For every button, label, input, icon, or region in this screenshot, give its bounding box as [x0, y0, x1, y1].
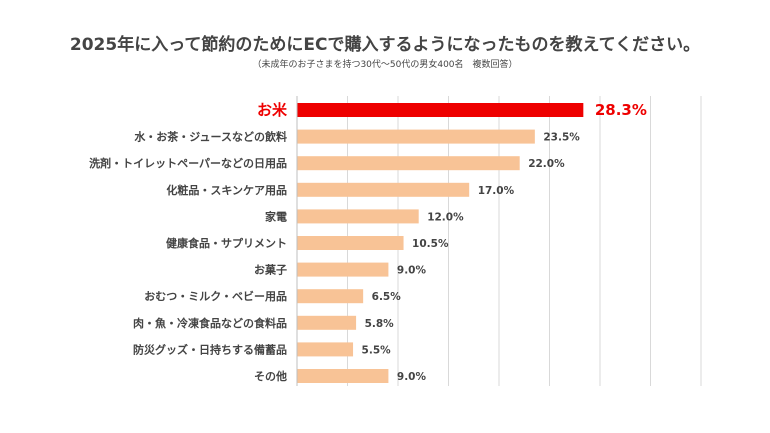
bar [297, 342, 354, 357]
bar [297, 182, 470, 197]
value-label: 12.0% [427, 211, 464, 223]
value-label: 22.0% [528, 158, 565, 170]
bar [297, 236, 404, 250]
bar [297, 156, 520, 171]
chart-title: 2025年に入って節約のためにECで購入するようになったものを教えてください。 [69, 35, 701, 55]
bar [297, 262, 389, 277]
value-label: 9.0% [397, 265, 427, 277]
category-label: おむつ・ミルク・ベビー用品 [144, 289, 287, 303]
category-label: 洗剤・トイレットペーパーなどの日用品 [89, 156, 287, 170]
bar [297, 209, 419, 224]
value-label: 6.5% [372, 291, 402, 303]
category-label: 健康食品・サプリメント [166, 236, 287, 250]
value-label: 28.3% [595, 101, 647, 119]
category-label: お菓子 [254, 263, 287, 277]
category-label: 化粧品・スキンケア用品 [166, 183, 287, 197]
chart-subtitle: （未成年のお子さまを持つ30代〜50代の男女400名 複数回答） [252, 60, 518, 70]
value-label: 23.5% [543, 132, 580, 144]
category-label: その他 [254, 369, 287, 383]
bar [297, 289, 364, 304]
value-label: 17.0% [478, 185, 515, 197]
bar [297, 103, 584, 117]
bar [297, 315, 357, 330]
bar [297, 129, 535, 144]
category-label: 家電 [265, 209, 287, 223]
value-label: 10.5% [412, 238, 449, 250]
category-label: お米 [257, 101, 288, 119]
bar [297, 369, 389, 383]
category-label: 肉・魚・冷凍食品などの食料品 [133, 316, 287, 330]
category-label: 水・お茶・ジュースなどの飲料 [134, 130, 287, 144]
category-label: 防災グッズ・日持ちする備蓄品 [133, 342, 287, 356]
value-label: 5.5% [362, 344, 392, 356]
value-label: 9.0% [397, 371, 427, 383]
value-label: 5.8% [365, 318, 395, 330]
